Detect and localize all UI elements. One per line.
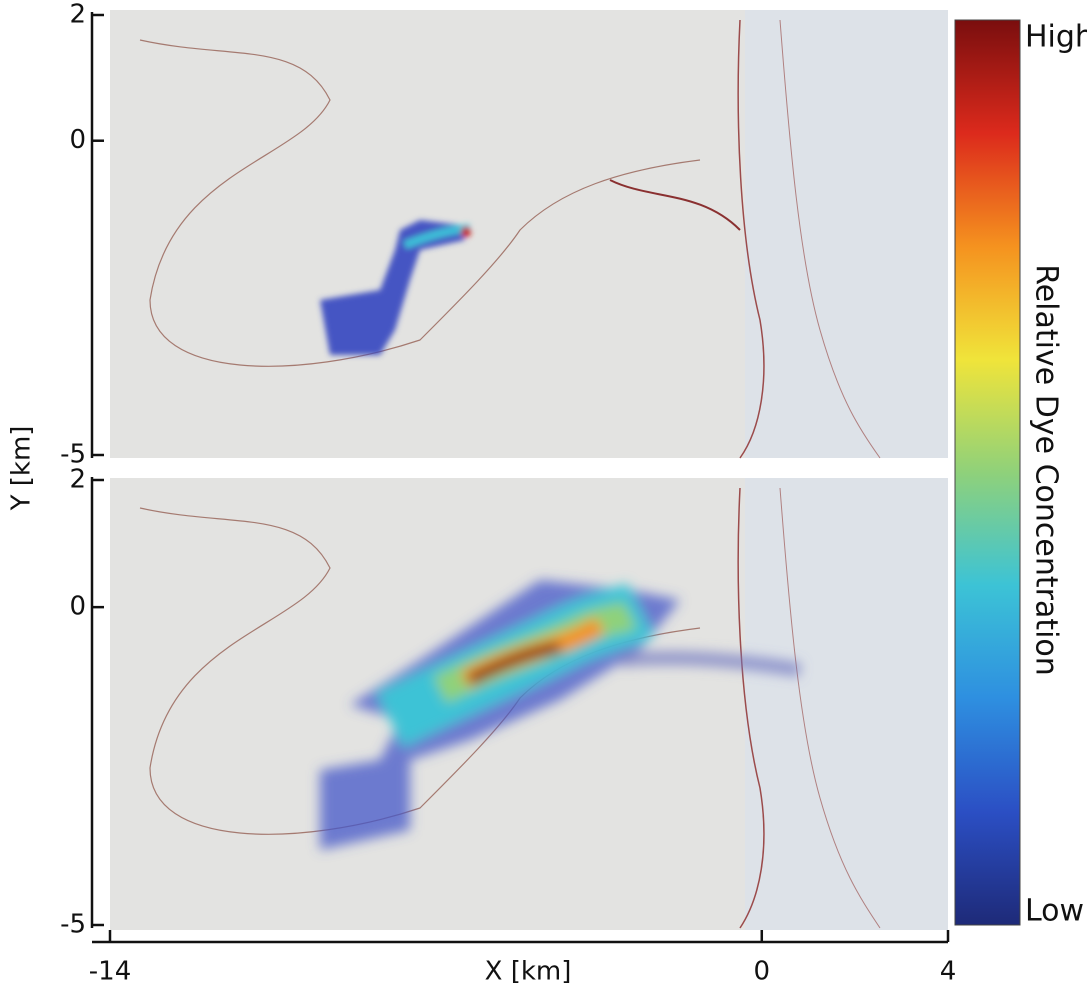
y-tick-label: 2 xyxy=(69,0,86,30)
colorbar-high: High xyxy=(1025,20,1087,55)
map-panel xyxy=(110,10,948,459)
y-tick-label: 2 xyxy=(69,465,86,495)
colorbar xyxy=(954,19,1021,926)
x-axis-label: X [km] xyxy=(485,957,572,987)
x-tick-label: 4 xyxy=(940,957,957,987)
x-tick-label: 0 xyxy=(754,957,771,987)
colorbar-label: Relative Dye Concentration xyxy=(1029,264,1064,676)
colorbar-low: Low xyxy=(1025,894,1084,929)
y-tick-label: -5 xyxy=(60,910,86,940)
map-panel xyxy=(110,478,948,930)
y-tick-label: 0 xyxy=(69,592,86,622)
y-tick-label: -5 xyxy=(60,440,86,470)
x-tick-label: -14 xyxy=(89,957,131,987)
y-axis-label: Y [km] xyxy=(7,426,37,512)
y-tick-label: 0 xyxy=(69,125,86,155)
